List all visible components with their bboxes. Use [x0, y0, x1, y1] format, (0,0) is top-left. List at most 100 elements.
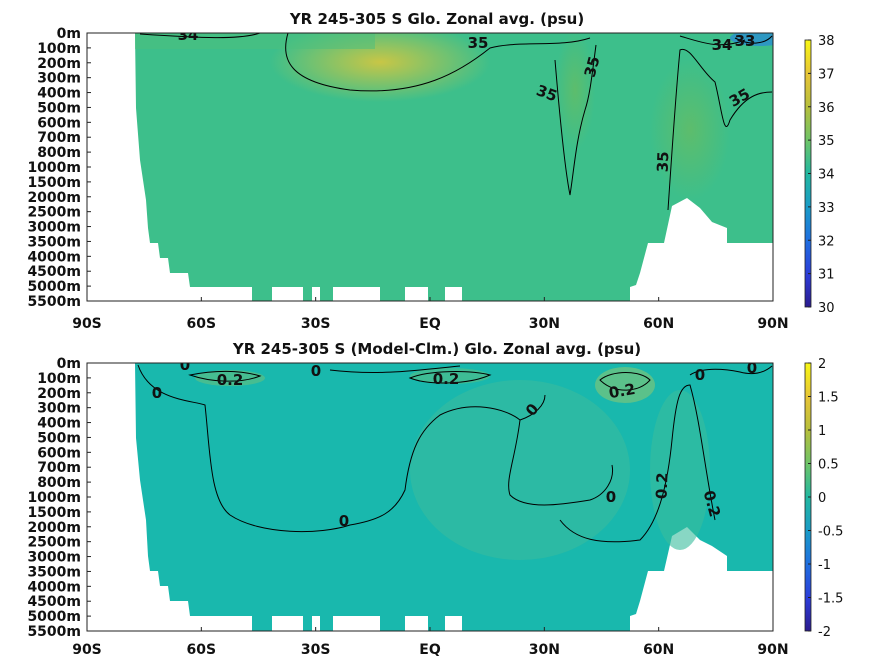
panel1-x-axis: 90S 60S 30S EQ 30N 60N 90N: [72, 297, 789, 332]
y-tick-label: 5000m: [27, 609, 81, 625]
contour-label: 34: [712, 36, 733, 54]
panel2-contour-02c: [599, 372, 651, 391]
colorbar-tick-label: 30: [818, 301, 835, 316]
y-tick-label: 400m: [37, 416, 81, 432]
x-tick-label: 90S: [72, 642, 102, 656]
colorbar-tick-label: 36: [818, 101, 835, 116]
y-tick-label: 5500m: [27, 624, 81, 640]
contour-label: 0: [180, 356, 190, 374]
colorbar-tick-label: 32: [818, 234, 835, 249]
colorbar-tick-label: -2: [818, 625, 831, 640]
panel1-contour-35c: [667, 48, 773, 211]
panel2-contour-02b: [408, 371, 492, 384]
y-tick-label: 2000m: [27, 520, 81, 536]
y-tick-label: 3500m: [27, 564, 81, 580]
panel1-med-patch: [555, 33, 595, 150]
y-tick-label: 700m: [37, 460, 81, 476]
panel2-contour-0c: [559, 384, 716, 543]
x-tick-label: 60N: [643, 642, 674, 656]
x-tick-label: 30N: [529, 642, 560, 656]
y-tick-label: 100m: [37, 371, 81, 387]
contour-label: 0: [747, 359, 757, 377]
panel2-positive-region: [410, 380, 630, 560]
panel1-colorbar-ticks: 30 31 32 33 34 35 36 37 38: [808, 34, 835, 316]
y-tick-label: 4000m: [27, 249, 81, 265]
contour-label: 0: [339, 512, 349, 530]
y-tick-label: 2500m: [27, 535, 81, 551]
panel1-contour-34b: [679, 35, 746, 46]
panel2-x-axis: 90S 60S 30S EQ 30N 60N 90N: [72, 627, 789, 656]
y-tick-label: 300m: [37, 71, 81, 87]
panel1-contour-34: [139, 33, 261, 39]
y-tick-label: 700m: [37, 130, 81, 146]
colorbar-tick-label: -1.5: [818, 592, 843, 607]
panel1-contour-35a: [285, 33, 591, 92]
contour-label: 0.2: [653, 472, 672, 499]
x-tick-label: 90N: [757, 642, 788, 656]
x-tick-label: 30N: [529, 316, 560, 332]
y-tick-label: 4500m: [27, 264, 81, 280]
y-tick-label: 1500m: [27, 505, 81, 521]
y-tick-label: 1000m: [27, 490, 81, 506]
y-tick-label: 1500m: [27, 175, 81, 191]
colorbar-tick-label: -1: [818, 558, 831, 573]
colorbar-tick-label: 2: [818, 357, 826, 372]
panel2-contour-0e: [329, 365, 461, 374]
y-tick-label: 3000m: [27, 220, 81, 236]
x-tick-label: EQ: [419, 316, 441, 332]
panel2-contour-02a: [188, 370, 262, 382]
colorbar-tick-label: 33: [818, 201, 835, 216]
panel2-title: YR 245-305 S (Model-Clm.) Glo. Zonal avg…: [232, 340, 641, 358]
y-tick-label: 5500m: [27, 294, 81, 310]
contour-label: 0: [695, 366, 705, 384]
contour-label: 0: [152, 384, 162, 402]
panel1-y-axis: 0m100m200m300m400m500m600m700m800m1000m1…: [27, 26, 91, 310]
y-tick-label: 600m: [37, 115, 81, 131]
x-tick-label: 90N: [757, 316, 788, 332]
x-tick-label: EQ: [419, 642, 441, 656]
y-tick-label: 200m: [37, 56, 81, 72]
y-tick-label: 300m: [37, 401, 81, 417]
panel2-south-patch: [195, 370, 265, 386]
panel-salinity-difference: YR 245-305 S (Model-Clm.) Glo. Zonal avg…: [27, 340, 843, 656]
contour-label: 35: [654, 151, 673, 172]
colorbar-tick-label: 0: [818, 491, 826, 506]
contour-label: 33: [735, 32, 756, 50]
x-tick-label: 60S: [187, 316, 217, 332]
panel2-positive-patch: [595, 367, 655, 403]
y-tick-label: 800m: [37, 475, 81, 491]
panel1-ocean-fill: [135, 33, 773, 301]
contour-label: 0: [606, 488, 616, 506]
panel1-surface-band: [135, 33, 375, 49]
y-tick-label: 200m: [37, 386, 81, 402]
colorbar-tick-label: 1.5: [818, 391, 839, 406]
panel-salinity: YR 245-305 S Glo. Zonal avg. (psu) 34 35…: [27, 10, 834, 332]
colorbar-tick-label: 34: [818, 168, 835, 183]
x-tick-label: 30S: [301, 642, 331, 656]
panel2-colorbar-ticks: -2 -1.5 -1 -0.5 0 0.5 1 1.5 2: [808, 357, 843, 640]
panel2-field: 0 0.2 0 0 0.2 0.2 0 0 0 0 0 0.2 0.2: [135, 356, 773, 631]
panel1-low-salinity-patch: [730, 33, 773, 46]
y-tick-label: 4500m: [27, 594, 81, 610]
panel1-field: 34 35 35 35 35 35 34 33: [135, 32, 773, 301]
y-tick-label: 2000m: [27, 190, 81, 206]
y-tick-label: 2500m: [27, 205, 81, 221]
y-tick-label: 600m: [37, 445, 81, 461]
panel1-contour-33: [734, 35, 773, 44]
panel2-contour-0d: [689, 365, 773, 376]
colorbar-tick-label: 31: [818, 268, 835, 283]
colorbar-tick-label: 38: [818, 34, 835, 49]
colorbar-tick-label: 37: [818, 67, 835, 82]
contour-label: 0.2: [217, 371, 244, 389]
panel2-north-patch: [650, 390, 710, 550]
contour-label: 35: [468, 34, 489, 52]
y-tick-label: 3000m: [27, 550, 81, 566]
x-tick-label: 90S: [72, 316, 102, 332]
x-tick-label: 30S: [301, 316, 331, 332]
colorbar-tick-label: -0.5: [818, 525, 843, 540]
x-tick-label: 60S: [187, 642, 217, 656]
colorbar-tick-label: 0.5: [818, 458, 839, 473]
contour-label: 0.2: [607, 380, 636, 402]
panel2-contour-0b: [519, 394, 546, 421]
